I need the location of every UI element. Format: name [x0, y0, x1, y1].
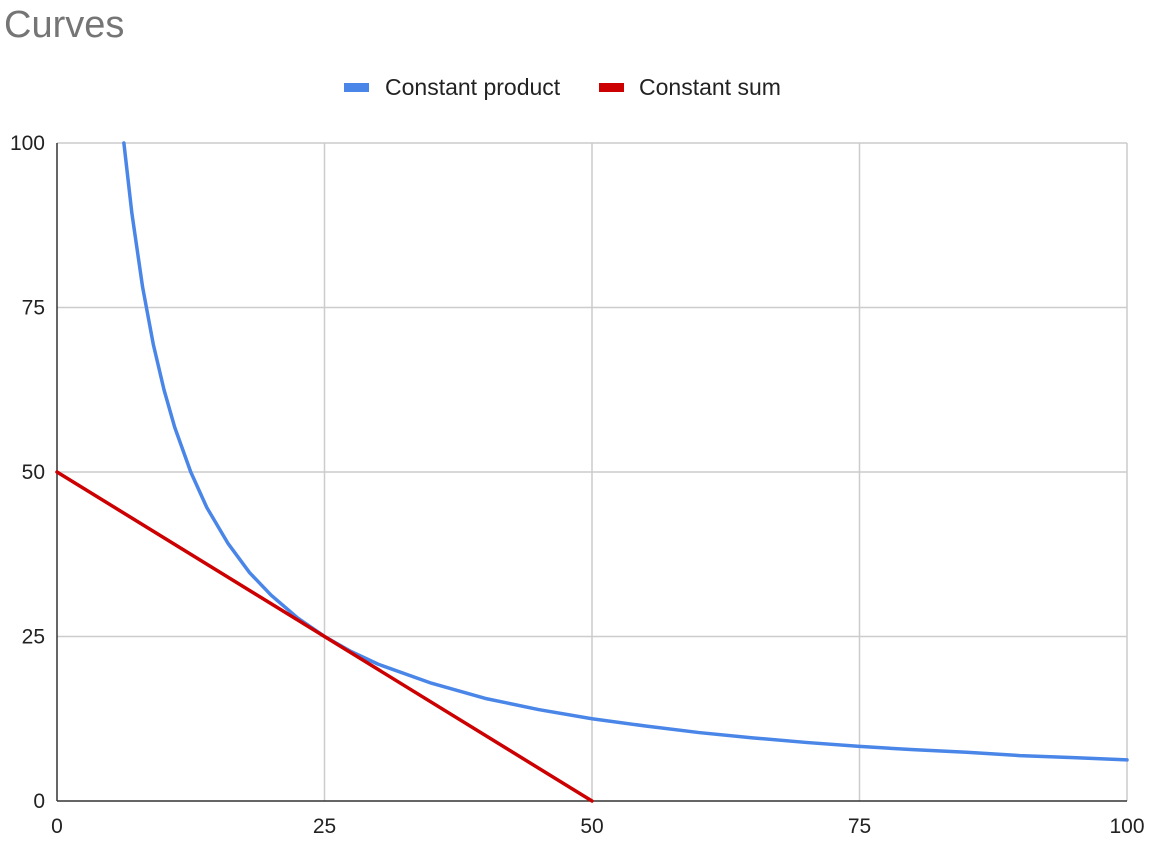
series-line-constant-sum	[55, 470, 594, 803]
legend-label-constant-product: Constant product	[385, 74, 561, 100]
plot-series	[55, 141, 1129, 803]
series-line-constant-product	[122, 141, 1129, 762]
x-tick-label: 25	[313, 815, 336, 838]
y-tick-label: 100	[10, 132, 45, 155]
y-tick-label: 50	[22, 461, 45, 484]
x-axis-ticks: 0 25 50 75 100	[51, 815, 1144, 838]
x-tick-label: 100	[1109, 815, 1144, 838]
legend: Constant product Constant sum	[344, 74, 781, 100]
y-tick-label: 75	[22, 297, 45, 320]
legend-label-constant-sum: Constant sum	[639, 74, 781, 100]
legend-swatch-constant-product	[344, 83, 369, 92]
x-tick-label: 0	[51, 815, 63, 838]
chart-title: Curves	[4, 4, 124, 46]
grid	[57, 142, 1128, 801]
x-tick-label: 75	[848, 815, 871, 838]
legend-swatch-constant-sum	[599, 83, 624, 92]
y-tick-label: 0	[33, 790, 45, 813]
y-tick-label: 25	[22, 626, 45, 649]
y-axis-ticks: 0 25 50 75 100	[10, 132, 45, 813]
x-tick-label: 50	[580, 815, 603, 838]
